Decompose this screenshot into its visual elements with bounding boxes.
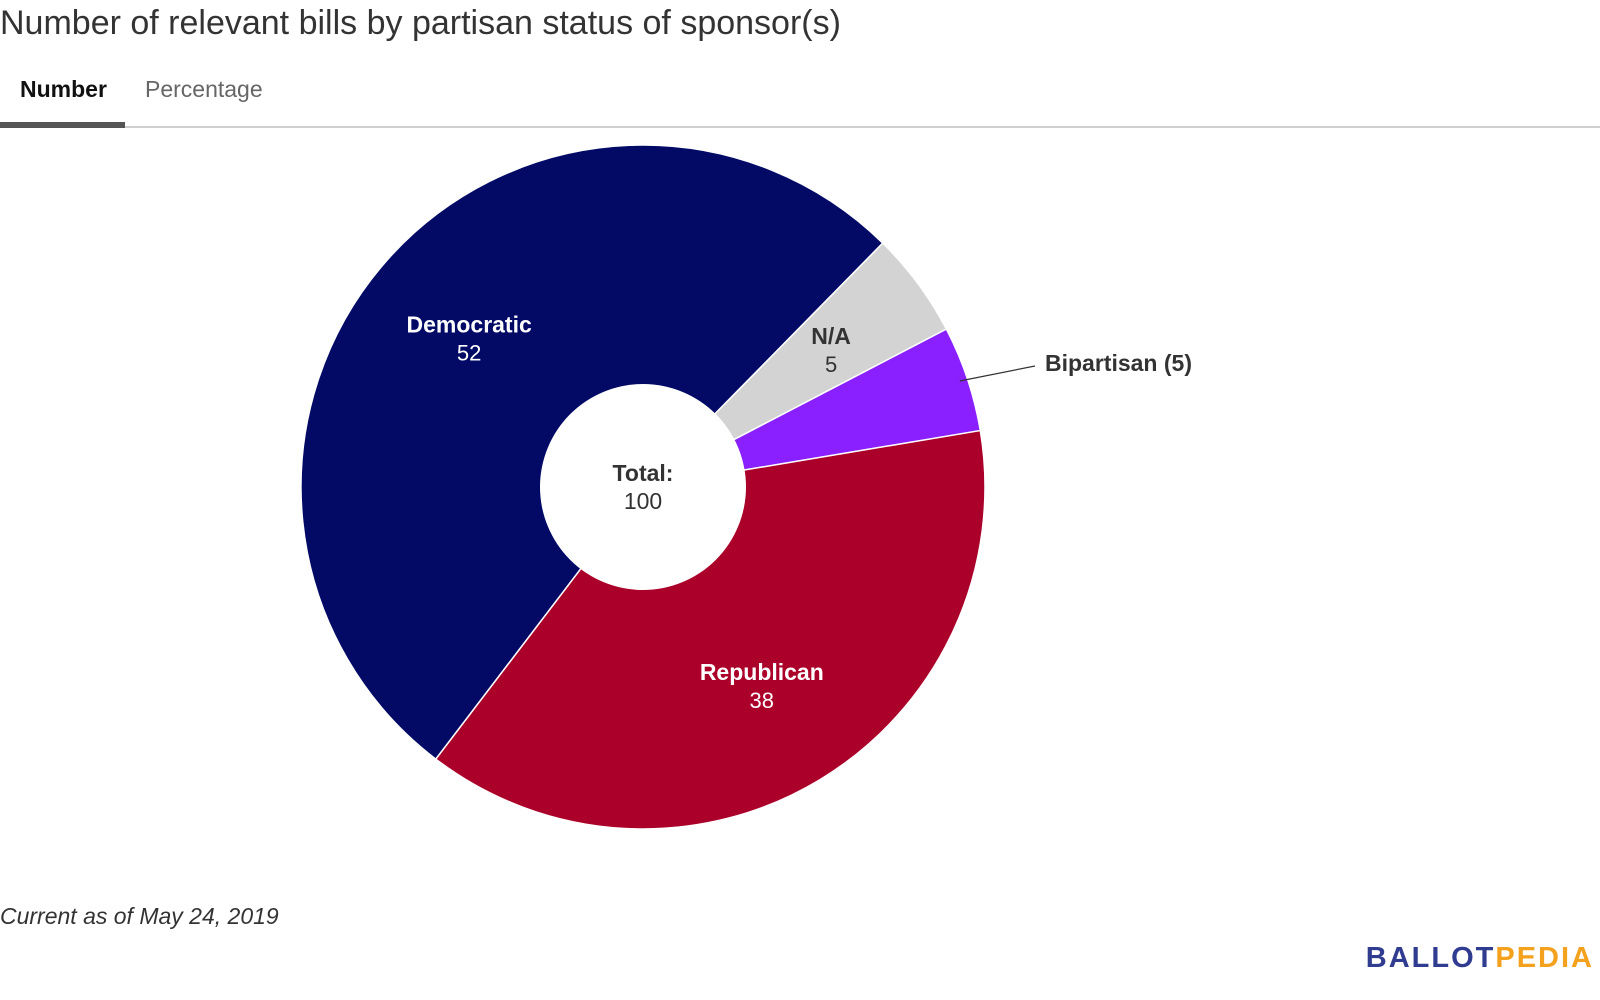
donut-hole [540,384,746,590]
ballotpedia-logo: BALLOTPEDIA [1366,942,1594,975]
logo-pedia-text: PEDIA [1495,942,1594,974]
tab-percentage[interactable]: Percentage [145,76,263,102]
slice-value-democratic: 52 [457,340,481,365]
slice-value-republican: 38 [750,688,774,713]
active-tab-indicator [0,122,125,128]
slice-outside-label-bipartisan: Bipartisan (5) [1045,350,1192,376]
slice-value-n-a: 5 [825,352,837,377]
chart-title: Number of relevant bills by partisan sta… [0,4,841,42]
logo-ballot-text: BALLOT [1365,942,1496,974]
slice-label-democratic: Democratic [407,311,532,337]
tab-number[interactable]: Number [20,76,107,102]
center-total-label: Total: [613,460,674,486]
footnote: Current as of May 24, 2019 [0,903,279,929]
slice-label-n-a: N/A [811,323,851,349]
donut-chart: N/A 5 Bipartisan (5) Republican 38 Democratic… [300,144,1192,830]
tab-bar: Number Percentage [0,66,1600,128]
slice-republican[interactable] [434,429,986,830]
center-total-value: 100 [624,488,662,514]
slice-label-republican: Republican [700,659,824,685]
labels-layer: N/A 5 Bipartisan (5) Republican 38 Democratic… [407,311,1192,713]
leader-line-bipartisan [959,365,1036,382]
